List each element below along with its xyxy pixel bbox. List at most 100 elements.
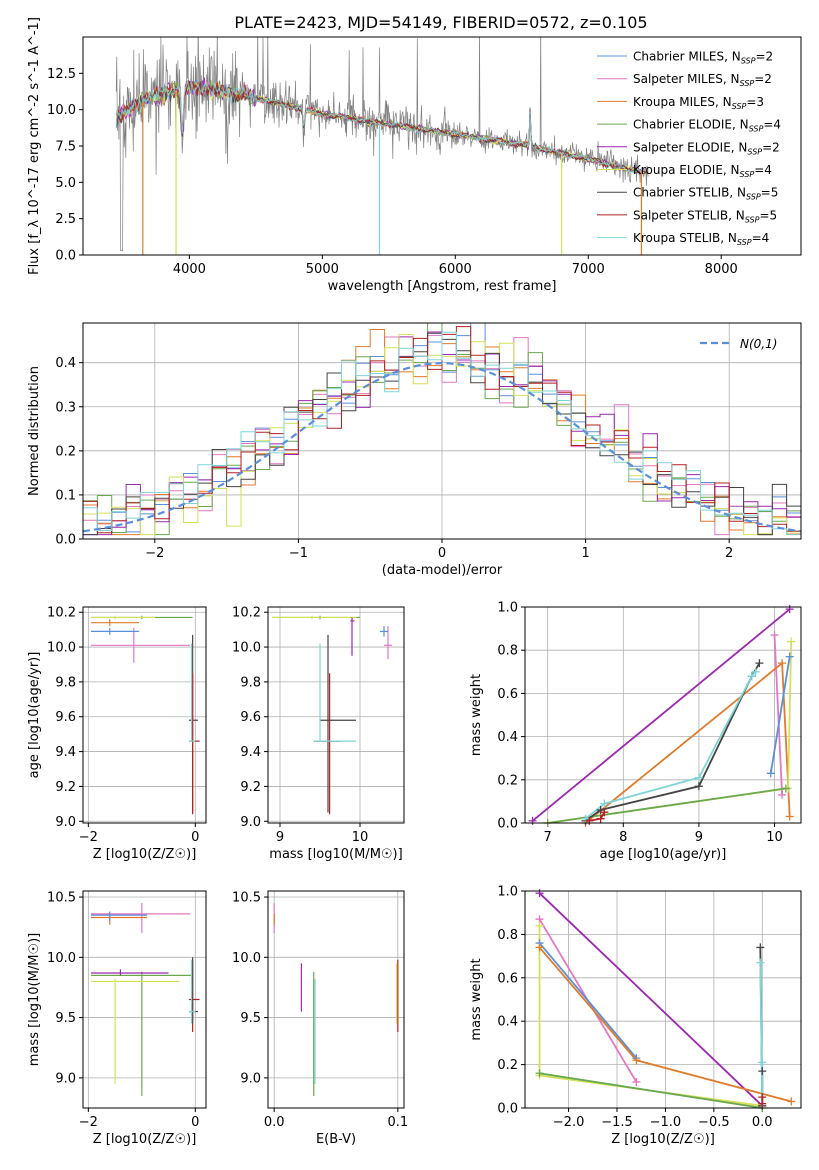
y-tick-label: 0.8: [497, 928, 518, 943]
plot-area-mass_vs_Z: [83, 891, 206, 1108]
spectrum-data-line: [115, 37, 649, 251]
y-tick-label: 10.0: [47, 103, 76, 118]
mass-weight-marker: [632, 1077, 641, 1086]
y-tick-label: 10.5: [232, 891, 261, 906]
y-tick-label: 0.2: [55, 444, 76, 459]
x-tick-label: −2: [145, 546, 164, 561]
x-tick-label: 10: [766, 830, 783, 845]
y-tick-label: 9.0: [55, 815, 76, 830]
y-tick-label: 10.0: [47, 641, 76, 656]
legend-model-name: Kroupa STELIB, N: [633, 231, 737, 245]
mass-weight-marker: [758, 1067, 767, 1076]
x-axis-label: age [log10(age/yr)]: [600, 847, 727, 862]
legend-nssp-value: =2: [754, 72, 772, 86]
mass-weight-marker: [758, 1093, 767, 1102]
legend-nssp-value: =4: [763, 118, 781, 132]
panel-weight_vs_Z: −2.0 −1.5 −1.0 −0.5 0.0 0.0 0.2 0.4 0.6 0.8 1.0 Z […: [469, 885, 802, 1147]
y-tick-label: 5.0: [55, 176, 76, 191]
x-tick-label: 9: [276, 830, 284, 845]
mass-weight-marker: [785, 605, 794, 614]
normal-distribution-curve: [83, 361, 801, 533]
legend-ssp-subscript: SSP: [745, 215, 760, 224]
legend-entry: Kroupa ELODIE, NSSP=4: [633, 163, 772, 179]
plot-area-age_vs_Z: [83, 607, 206, 823]
panel-residuals: −2 −1 0 1 2 0.0 0.1 0.2 0.3 0.4 (data-model)/error…: [27, 322, 802, 578]
mass-weight-marker: [632, 1056, 641, 1065]
mass-weight-marker: [756, 958, 765, 967]
y-axis-label: Normed distribution: [27, 366, 42, 496]
mass-weight-line: [773, 635, 783, 795]
legend-ssp-subscript: SSP: [740, 79, 755, 88]
x-tick-label: −1.5: [601, 1115, 633, 1130]
mass-weight-marker: [528, 816, 537, 825]
x-tick-label: 0: [438, 546, 446, 561]
mass-weight-line: [539, 1072, 763, 1108]
y-tick-label: 9.4: [240, 745, 261, 760]
x-tick-label: 0: [191, 1115, 199, 1130]
spectrum-model-line: [115, 79, 649, 175]
plot-area-weight_vs_Z: [525, 891, 801, 1108]
mass-weight-marker: [535, 1069, 544, 1078]
x-tick-label: 4000: [173, 262, 206, 277]
legend-model-name: Kroupa ELODIE, N: [633, 163, 740, 177]
x-tick-label: 0: [191, 830, 199, 845]
mass-weight-marker: [751, 667, 760, 676]
panel-weight_vs_age: 7 8 9 10 0.0 0.2 0.4 0.6 0.8 1.0 age [log10(age/yr…: [469, 601, 802, 862]
y-tick-label: 0.3: [55, 400, 76, 415]
plot-area-weight_vs_age: [525, 607, 801, 823]
panel-age_vs_mass: 9 10 9.0 9.2 9.4 9.6 9.8 10.0 10.2 mass [log10(M/…: [232, 606, 405, 862]
y-tick-label: 2.5: [55, 212, 76, 227]
axes-frame: [82, 606, 207, 824]
mass-weight-marker: [755, 659, 764, 668]
x-tick-label: 9: [695, 830, 703, 845]
mass-weight-line: [584, 661, 791, 823]
x-axis-label: wavelength [Angstrom, rest frame]: [328, 279, 557, 294]
y-tick-label: 0.0: [497, 817, 518, 832]
y-tick-label: 0.2: [497, 773, 518, 788]
legend-model-name: Salpeter ELODIE, N: [633, 140, 747, 154]
y-tick-label: 9.0: [55, 1071, 76, 1086]
y-tick-label: 7.5: [55, 140, 76, 155]
legend-nssp-value: =5: [761, 186, 779, 200]
y-axis-label: mass weight: [469, 958, 484, 1040]
mass-weight-marker: [781, 784, 790, 793]
y-tick-label: 9.5: [240, 1011, 261, 1026]
legend-nssp-value: =3: [746, 95, 764, 109]
panel-age_vs_Z: −2 0 9.0 9.2 9.4 9.6 9.8 10.0 10.2 Z [log10(Z/Z☉)…: [27, 606, 207, 862]
axes-frame: [524, 606, 802, 824]
mass-weight-line: [547, 641, 793, 823]
legend-ssp-subscript: SSP: [740, 170, 755, 179]
legend-nssp-value: =4: [754, 163, 772, 177]
mass-weight-marker: [766, 769, 775, 778]
y-tick-label: 10.5: [47, 891, 76, 906]
y-tick-label: 12.5: [47, 67, 76, 82]
y-tick-label: 10.0: [47, 951, 76, 966]
mass-weight-marker: [600, 808, 609, 817]
mass-weight-marker: [787, 637, 796, 646]
mass-weight-marker: [756, 943, 765, 952]
mass-weight-line: [538, 942, 638, 1059]
legend-nssp-value: =4: [752, 231, 770, 245]
y-tick-label: 9.6: [55, 710, 76, 725]
legend-nssp-value: =2: [762, 140, 780, 154]
y-tick-label: 9.4: [55, 745, 76, 760]
y-tick-label: 0.0: [55, 249, 76, 264]
x-tick-label: 10: [352, 830, 369, 845]
x-tick-label: −2: [79, 1115, 98, 1130]
y-axis-label: age [log10(age/yr)]: [27, 652, 42, 779]
plot-area-mass_vs_ebv: [268, 891, 404, 1108]
mass-weight-line: [532, 608, 791, 822]
mass-weight-marker: [694, 782, 703, 791]
panel-spectrum: 4000 5000 6000 7000 8000 0.0 2.5 5.0 7.5 10.0 12.5…: [27, 17, 802, 294]
legend-model-name: Chabrier MILES, N: [633, 50, 741, 64]
x-axis-label: (data-model)/error: [382, 563, 503, 578]
mass-weight-marker: [778, 790, 787, 799]
x-tick-label: 1: [581, 546, 589, 561]
legend-nssp-value: =5: [759, 208, 777, 222]
legend-entry: Salpeter ELODIE, NSSP=2: [633, 140, 780, 156]
y-tick-label: 10.0: [232, 641, 261, 656]
y-tick-label: 9.0: [240, 1071, 261, 1086]
mass-weight-marker: [785, 812, 794, 821]
x-tick-label: 7000: [572, 262, 605, 277]
axes-frame: [82, 890, 207, 1109]
